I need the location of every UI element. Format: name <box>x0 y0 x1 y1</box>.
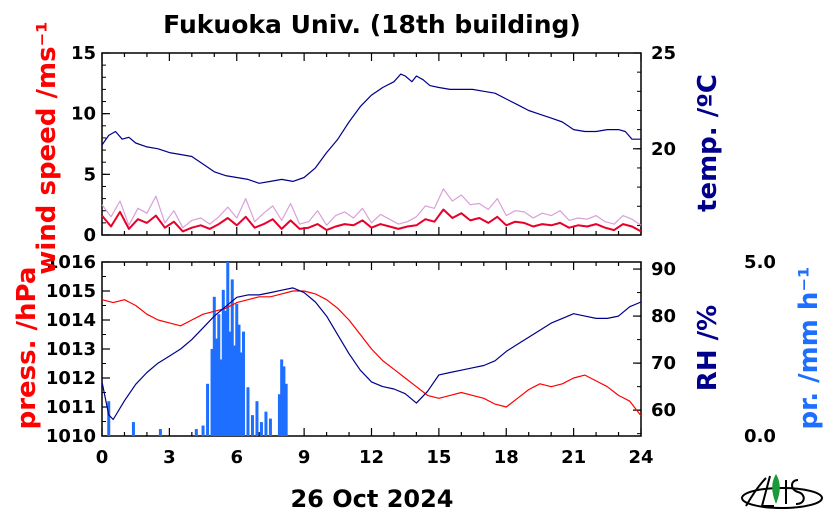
precip-bar <box>206 383 210 436</box>
precip-bar <box>221 289 225 436</box>
x-tick-label: 15 <box>426 447 451 468</box>
precip-bar <box>284 383 288 436</box>
precip-bar <box>282 366 286 436</box>
precip-bar <box>235 303 239 436</box>
left-axis-tick-label: 1012 <box>46 368 96 389</box>
precip-axis-tick-label: 0.0 <box>744 426 776 447</box>
precip-bar <box>210 349 214 436</box>
right-axis-tick-label: 90 <box>651 259 676 280</box>
wind-raw-series <box>101 188 642 229</box>
top-panel: 0 5 10 15 20 25 <box>71 43 676 246</box>
precip-bar <box>280 359 284 436</box>
left-axis-tick-label: 1013 <box>46 339 96 360</box>
right-axis-tick-label: 80 <box>651 306 676 327</box>
plot-frame <box>101 52 642 236</box>
precip-bar <box>219 359 223 436</box>
precip-bar <box>217 314 221 436</box>
x-tick-label: 18 <box>494 447 519 468</box>
right-axis-tick-label: 60 <box>651 400 676 421</box>
precip-bar <box>131 422 135 436</box>
temperature-series <box>101 73 641 184</box>
left-axis-tick-label: 5 <box>83 164 96 185</box>
precip-bar <box>250 415 254 436</box>
precip-bar <box>264 411 268 436</box>
precip-bar <box>277 394 281 436</box>
pressure-axis-label: press. /hPa <box>12 267 42 430</box>
right-axis-tick-label: 70 <box>651 353 676 374</box>
precip-bar <box>212 296 216 436</box>
precip-bar <box>224 310 228 436</box>
rh-axis-label: RH /% <box>693 305 723 391</box>
precip-bar <box>107 401 111 436</box>
precip-bar <box>201 425 205 436</box>
left-axis-tick-label: 10 <box>71 104 96 125</box>
precip-bar <box>194 429 198 436</box>
precip-bar <box>215 338 219 436</box>
left-axis-tick-label: 0 <box>83 225 96 246</box>
x-tick-label: 9 <box>298 447 311 468</box>
temp-axis-label: temp. /ºC <box>693 74 723 212</box>
left-axis-tick-label: 1014 <box>46 310 96 331</box>
precip-axis-tick-label: 5.0 <box>744 252 776 273</box>
x-tick-label: 0 <box>96 447 109 468</box>
precip-bar <box>158 429 162 436</box>
x-tick-label: 12 <box>359 447 384 468</box>
precip-bar <box>233 345 237 436</box>
humidity-series <box>101 287 642 421</box>
left-axis-tick-label: 1010 <box>46 426 96 447</box>
wind-axis-label: wind speed /ms⁻¹ <box>32 21 62 274</box>
left-axis-tick-label: 1011 <box>46 397 96 418</box>
pressure-series <box>101 290 642 417</box>
bottom-panel: 0 3 6 9 12 15 18 21 24 1010 1011 1012 1013 1014 1015 10… <box>46 252 776 468</box>
right-axis-tick-label: 25 <box>651 43 676 64</box>
precip-bar <box>226 262 230 436</box>
precip-bar <box>239 352 243 436</box>
x-axis-date-label: 26 Oct 2024 <box>290 485 453 513</box>
precip-axis-label: pr. /mm h⁻¹ <box>794 266 824 429</box>
precip-bar <box>237 324 241 436</box>
x-tick-label: 3 <box>163 447 176 468</box>
precip-bar <box>268 418 272 436</box>
left-axis-tick-label: 15 <box>71 43 96 64</box>
precip-bar <box>228 331 232 436</box>
precip-bar <box>246 387 250 436</box>
precip-bar <box>230 279 234 436</box>
right-axis-tick-label: 20 <box>651 139 676 160</box>
chart-title: Fukuoka Univ. (18th building) <box>163 10 581 39</box>
logo-icon <box>741 474 823 509</box>
precip-bar <box>241 331 245 436</box>
x-tick-label: 24 <box>628 447 653 468</box>
precip-bar <box>259 422 263 436</box>
left-axis-tick-label: 1015 <box>46 281 96 302</box>
wind-speed-series <box>101 208 642 233</box>
left-axis-tick-label: 1016 <box>46 252 96 273</box>
x-tick-label: 6 <box>230 447 243 468</box>
precip-bar <box>255 401 259 436</box>
x-tick-label: 21 <box>561 447 586 468</box>
